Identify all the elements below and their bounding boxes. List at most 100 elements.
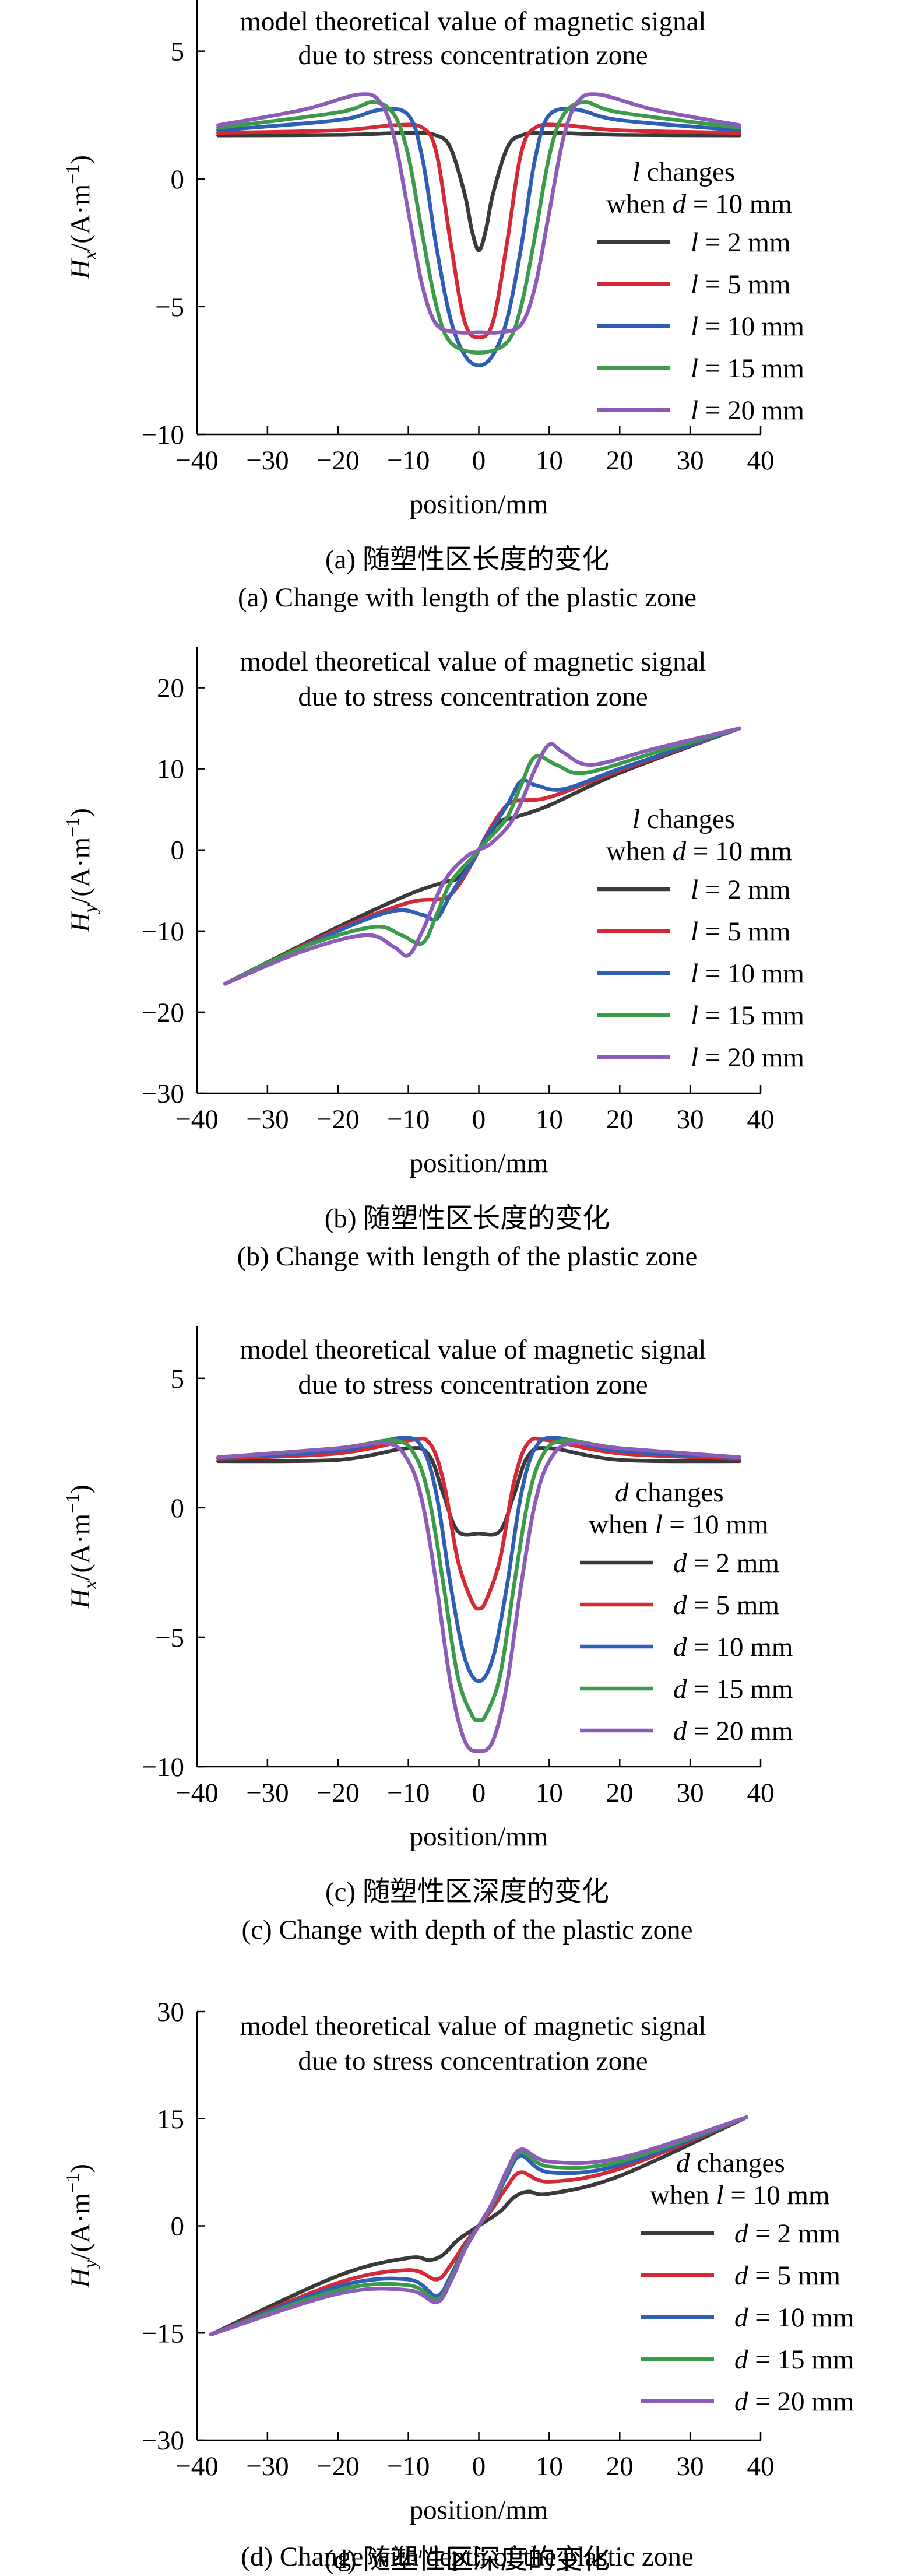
- y-axis-label: Hy/(A·m−1): [62, 2164, 100, 2289]
- y-tick-label: −20: [141, 998, 184, 1028]
- caption-cn: (b) 随塑性区长度的变化: [325, 1203, 610, 1234]
- x-tick-label: 0: [472, 1778, 486, 1808]
- y-tick-label: 0: [171, 2212, 185, 2242]
- caption-cn: (c) 随塑性区深度的变化: [325, 1877, 609, 1907]
- y-tick-label: 0: [171, 1493, 185, 1524]
- chart-panel-d: model theoretical value of magnetic sign…: [62, 1997, 854, 2575]
- x-axis-label: position/mm: [410, 1148, 548, 1178]
- legend-label-1: l = 2 mm: [691, 875, 790, 905]
- chart-title-line1: model theoretical value of magnetic sign…: [240, 6, 706, 37]
- x-tick-label: 20: [606, 445, 634, 476]
- series-line-4: [216, 1438, 741, 1722]
- legend-title-line2: when l = 10 mm: [650, 2180, 830, 2210]
- y-tick-label: −5: [155, 292, 184, 322]
- y-axis-label: Hy/(A·m−1): [62, 808, 100, 933]
- y-tick-label: 30: [157, 1997, 184, 2027]
- legend-label-3: d = 10 mm: [734, 2303, 854, 2333]
- x-tick-label: 30: [677, 1778, 704, 1808]
- chart-panel-c: model theoretical value of magnetic sign…: [62, 1326, 793, 1945]
- y-axis-label: Hx/(A·m−1): [62, 155, 100, 280]
- y-tick-label: 15: [157, 2104, 184, 2135]
- x-tick-label: 10: [536, 445, 563, 476]
- legend-label-1: d = 2 mm: [734, 2219, 840, 2249]
- x-tick-label: 0: [472, 1104, 486, 1135]
- legend-title-line1: l changes: [632, 804, 735, 834]
- x-tick-label: −10: [387, 1104, 430, 1135]
- x-axis-label: position/mm: [410, 2495, 548, 2525]
- legend-label-3: l = 10 mm: [691, 311, 804, 342]
- series-line-5: [216, 1440, 741, 1753]
- legend-title-line2: when d = 10 mm: [606, 836, 792, 866]
- chart-title-line2: due to stress concentration zone: [298, 2046, 648, 2076]
- x-axis-label: position/mm: [410, 489, 548, 520]
- x-tick-label: 10: [536, 2451, 563, 2482]
- x-tick-label: 40: [747, 445, 775, 476]
- legend-label-4: d = 15 mm: [673, 1674, 793, 1704]
- caption-cn: (a) 随塑性区长度的变化: [325, 545, 609, 575]
- caption-en: (c) Change with depth of the plastic zon…: [242, 1915, 693, 1945]
- x-tick-label: 10: [536, 1104, 563, 1135]
- y-tick-label: 0: [171, 836, 185, 866]
- legend-label-2: l = 5 mm: [691, 269, 790, 300]
- x-tick-label: −30: [246, 1778, 289, 1808]
- y-tick-label: −30: [141, 1079, 184, 1109]
- chart-title-line1: model theoretical value of magnetic sign…: [240, 647, 706, 677]
- legend-title-line2: when d = 10 mm: [606, 189, 792, 219]
- series-line-3: [216, 107, 741, 367]
- legend-title-line1: d changes: [615, 1477, 724, 1508]
- x-tick-label: −30: [246, 2451, 289, 2482]
- x-tick-label: −10: [387, 445, 430, 476]
- caption-en: (d) Change with depth of the plastic zon…: [241, 2542, 694, 2572]
- legend-label-4: l = 15 mm: [691, 1001, 804, 1031]
- x-tick-label: −20: [316, 2451, 360, 2482]
- x-tick-label: −30: [246, 445, 289, 476]
- x-tick-label: −40: [175, 2451, 219, 2482]
- legend-title-line1: l changes: [632, 157, 735, 187]
- x-tick-label: −20: [316, 1104, 360, 1135]
- legend-label-3: l = 10 mm: [691, 959, 804, 989]
- x-tick-label: 0: [472, 445, 486, 476]
- legend-label-2: d = 5 mm: [673, 1590, 779, 1620]
- series-line-5: [223, 726, 741, 986]
- chart-title-line2: due to stress concentration zone: [298, 682, 648, 712]
- x-tick-label: −40: [175, 1778, 219, 1808]
- x-tick-label: −10: [387, 1778, 430, 1808]
- y-tick-label: −15: [141, 2318, 184, 2349]
- y-tick-label: −5: [155, 1623, 184, 1653]
- caption-en: (a) Change with length of the plastic zo…: [238, 582, 697, 613]
- y-tick-label: −30: [141, 2426, 184, 2456]
- x-tick-label: −30: [246, 1104, 289, 1135]
- caption-en: (b) Change with length of the plastic zo…: [237, 1241, 698, 1272]
- series-line-1: [216, 1446, 741, 1537]
- legend-label-3: d = 10 mm: [673, 1632, 793, 1662]
- legend-label-5: l = 20 mm: [691, 395, 804, 426]
- x-tick-label: 20: [606, 2451, 634, 2482]
- y-tick-label: 5: [171, 1364, 185, 1394]
- chart-title-line1: model theoretical value of magnetic sign…: [240, 2011, 706, 2041]
- legend-label-1: l = 2 mm: [691, 227, 790, 258]
- chart-title-line2: due to stress concentration zone: [298, 40, 648, 71]
- legend-label-5: l = 20 mm: [691, 1043, 804, 1073]
- legend-label-2: d = 5 mm: [734, 2261, 840, 2291]
- y-tick-label: −10: [141, 1752, 184, 1782]
- y-tick-label: −10: [141, 917, 184, 947]
- x-tick-label: −20: [316, 1778, 360, 1808]
- series-line-4: [216, 100, 741, 355]
- series-line-3: [216, 1436, 741, 1683]
- y-tick-label: 20: [157, 673, 184, 704]
- y-tick-label: 5: [171, 37, 185, 67]
- legend-label-5: d = 20 mm: [734, 2387, 854, 2417]
- x-axis-label: position/mm: [410, 1822, 548, 1852]
- x-tick-label: 40: [747, 1104, 775, 1135]
- x-tick-label: −20: [316, 445, 360, 476]
- chart-title-line1: model theoretical value of magnetic sign…: [240, 1335, 706, 1365]
- chart-title-line2: due to stress concentration zone: [298, 1370, 648, 1400]
- x-tick-label: 0: [472, 2451, 486, 2482]
- x-tick-label: 40: [747, 1778, 775, 1808]
- x-tick-label: −40: [175, 1104, 219, 1135]
